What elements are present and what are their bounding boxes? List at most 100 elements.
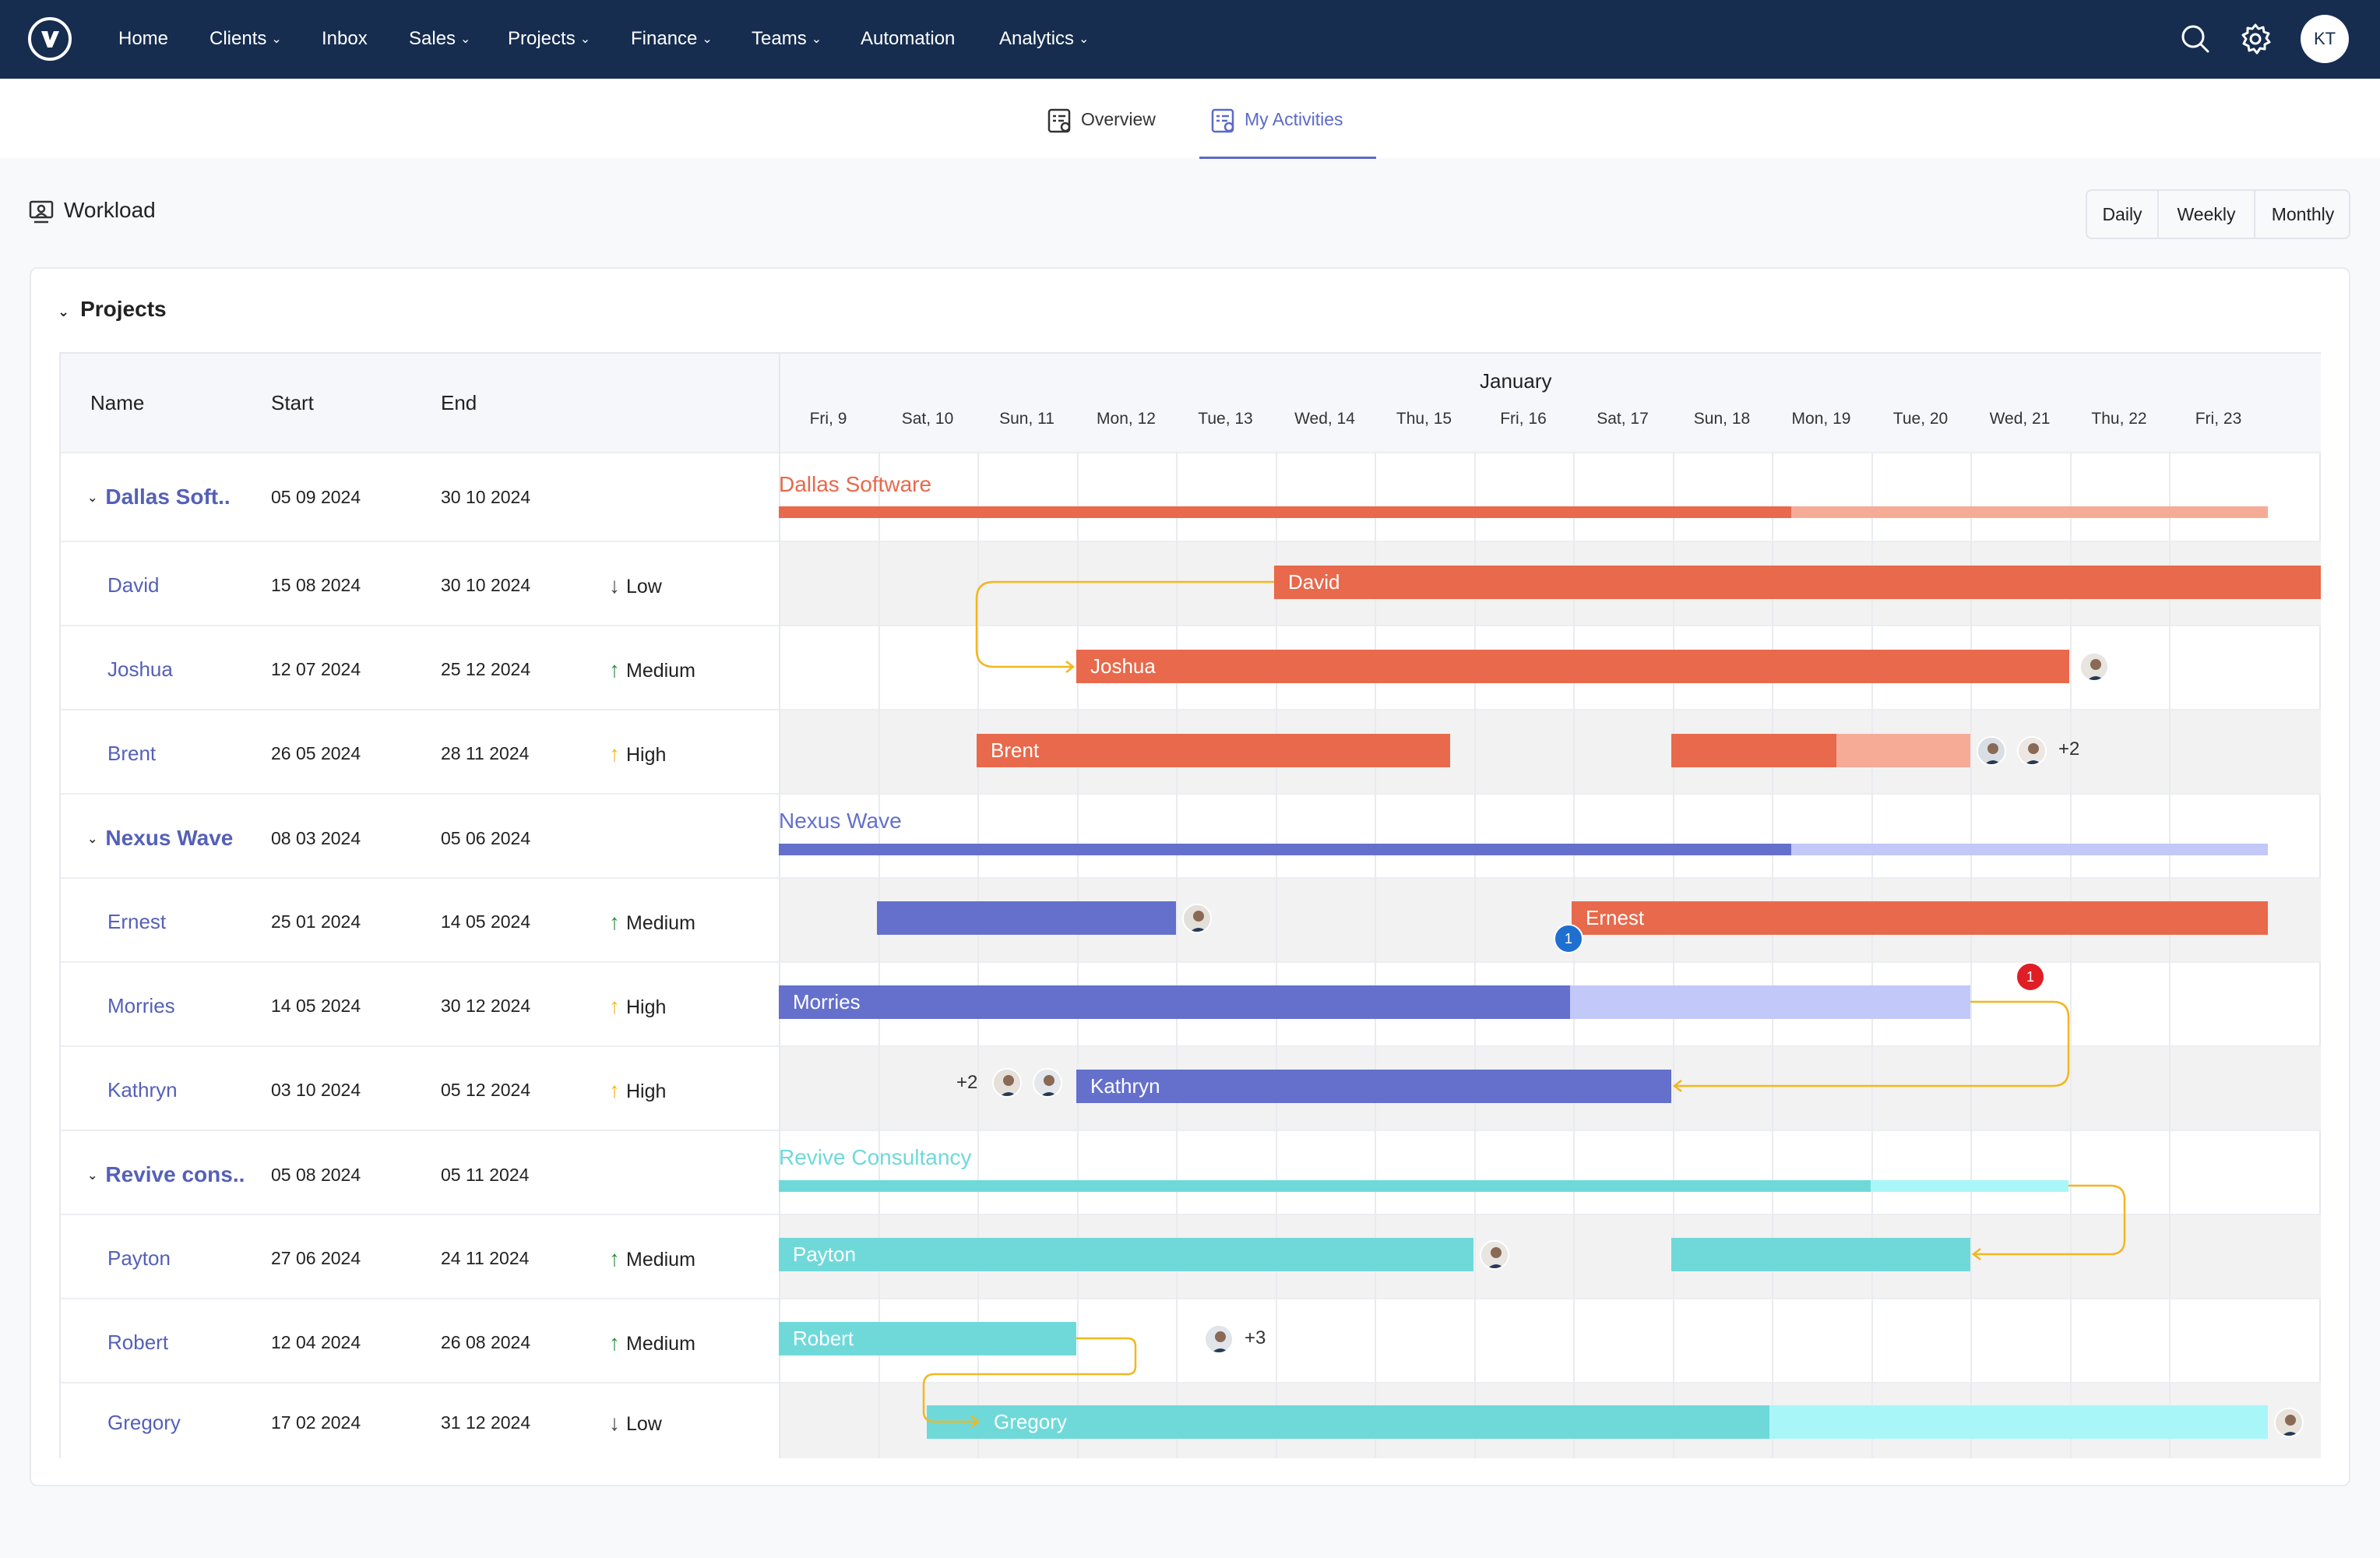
gear-icon[interactable]: [2238, 22, 2273, 56]
view-daily-button[interactable]: Daily: [2102, 204, 2142, 224]
assignee-name[interactable]: Morries: [107, 994, 175, 1017]
column-header-end[interactable]: End: [441, 391, 477, 414]
avatar[interactable]: [1977, 736, 2006, 766]
nav-sales[interactable]: Sales ⌄: [409, 25, 470, 53]
day-gridline: [1672, 452, 1674, 1458]
task-bar-brent-remaining[interactable]: [1836, 734, 1970, 767]
task-bar-ernest[interactable]: Ernest: [1572, 901, 2268, 935]
task-bar-brent-2[interactable]: [1671, 734, 1836, 767]
task-bar-robert[interactable]: Robert: [779, 1322, 1076, 1355]
avatar[interactable]: [1204, 1324, 1234, 1354]
task-bar-kathryn[interactable]: Kathryn: [1076, 1070, 1671, 1103]
assignee-name[interactable]: Kathryn: [107, 1078, 178, 1102]
task-bar-payton-2[interactable]: [1671, 1238, 1970, 1271]
assignee-name[interactable]: Payton: [107, 1246, 171, 1270]
day-gridline: [1970, 452, 1972, 1458]
priority-text: Low: [626, 576, 662, 597]
column-header-name[interactable]: Name: [90, 391, 145, 414]
nav-analytics[interactable]: Analytics ⌄: [999, 25, 1089, 53]
assignee-name[interactable]: Brent: [107, 742, 157, 765]
notification-badge[interactable]: 1: [2016, 962, 2045, 992]
end-date: 30 12 2024: [441, 996, 531, 1016]
table-row[interactable]: Morries 14 05 2024 30 12 2024 ↑ High: [61, 961, 2321, 1045]
column-header-start[interactable]: Start: [271, 391, 314, 414]
table-row[interactable]: Robert 12 04 2024 26 08 2024 ↑ Medium: [61, 1298, 2321, 1382]
priority-text: Medium: [626, 912, 695, 934]
task-bar-gregory[interactable]: Gregory: [927, 1405, 1769, 1439]
avatar[interactable]: [2274, 1408, 2304, 1437]
divider: [779, 354, 780, 1458]
task-bar-morries-remaining[interactable]: [1570, 985, 1970, 1019]
task-bar-brent[interactable]: Brent: [977, 734, 1450, 767]
nav-inbox[interactable]: Inbox: [322, 25, 368, 53]
notification-badge[interactable]: 1: [1554, 924, 1583, 953]
task-bar-david[interactable]: David: [1274, 566, 2321, 599]
table-row-group[interactable]: ⌄ Dallas Soft.. 05 09 2024 30 10 2024: [61, 452, 2321, 541]
priority-label: ↑ Medium: [606, 1331, 695, 1355]
task-bar-morries[interactable]: Morries: [779, 985, 1570, 1019]
search-icon[interactable]: [2178, 22, 2213, 56]
logo-icon[interactable]: [28, 17, 72, 61]
group-name[interactable]: ⌄ Dallas Soft..: [87, 485, 231, 509]
day-gridline: [1176, 452, 1178, 1458]
activities-icon: [1211, 108, 1234, 133]
avatar[interactable]: [992, 1068, 1022, 1098]
task-bar-ernest-1[interactable]: [877, 901, 1176, 935]
day-label: Thu, 22: [2091, 410, 2147, 428]
day-label: Fri, 9: [809, 410, 847, 428]
priority-label: ↑ Medium: [606, 910, 695, 935]
avatar[interactable]: [2017, 736, 2047, 766]
nav-label: Home: [118, 28, 169, 49]
tab-my-activities[interactable]: My Activities: [1210, 102, 1343, 136]
start-date: 12 04 2024: [271, 1332, 361, 1352]
projects-section-toggle[interactable]: ⌄ Projects: [58, 297, 167, 322]
nav-finance[interactable]: Finance ⌄: [631, 25, 713, 53]
tab-overview[interactable]: Overview: [1047, 102, 1156, 136]
avatar[interactable]: [1033, 1068, 1062, 1098]
nav-home[interactable]: Home: [118, 25, 168, 53]
nav-projects[interactable]: Projects ⌄: [508, 25, 590, 53]
view-monthly-button[interactable]: Monthly: [2271, 204, 2335, 224]
user-avatar[interactable]: KT: [2301, 15, 2349, 63]
end-date: 25 12 2024: [441, 659, 531, 679]
arrow-down-icon: ↓: [609, 573, 620, 597]
chevron-down-icon: ⌄: [87, 492, 98, 505]
avatar[interactable]: [1182, 904, 1212, 933]
table-row-group[interactable]: ⌄ Revive cons.. 05 08 2024 05 11 2024: [61, 1130, 2321, 1214]
assignee-name[interactable]: Ernest: [107, 910, 167, 933]
end-date: 28 11 2024: [441, 743, 530, 763]
view-weekly-button[interactable]: Weekly: [2177, 204, 2236, 224]
nav-clients[interactable]: Clients ⌄: [209, 25, 282, 53]
avatar[interactable]: [2079, 652, 2109, 682]
overview-icon: [1047, 108, 1071, 133]
nav-automation[interactable]: Automation: [861, 25, 955, 53]
row-left: Kathryn 03 10 2024 05 12 2024 ↑ High: [61, 1047, 779, 1130]
group-progress-bar: [779, 1180, 1871, 1192]
assignee-name[interactable]: Robert: [107, 1331, 169, 1354]
group-name[interactable]: ⌄ Revive cons..: [87, 1162, 245, 1187]
assignee-name[interactable]: Joshua: [107, 657, 173, 681]
task-bar-gregory-remaining[interactable]: [1769, 1405, 2268, 1439]
assignee-name[interactable]: Gregory: [107, 1411, 181, 1434]
table-row[interactable]: Joshua 12 07 2024 25 12 2024 ↑ Medium: [61, 625, 2321, 709]
end-date: 14 05 2024: [441, 911, 531, 932]
avatar[interactable]: [1480, 1240, 1509, 1270]
chevron-down-icon: ⌄: [271, 33, 282, 46]
group-timeline-title: Dallas Software: [779, 472, 932, 496]
view-switcher: Daily Weekly Monthly: [2086, 189, 2350, 239]
group-name[interactable]: ⌄ Nexus Wave: [87, 826, 233, 851]
arrow-up-icon: ↑: [609, 910, 620, 934]
workload-title: Workload: [64, 198, 156, 222]
day-gridline: [1573, 452, 1575, 1458]
tab-label: Overview: [1081, 109, 1156, 129]
divider: [2254, 191, 2255, 238]
task-bar-payton[interactable]: Payton: [779, 1238, 1473, 1271]
end-date: 05 06 2024: [441, 828, 531, 848]
row-left: Robert 12 04 2024 26 08 2024 ↑ Medium: [61, 1299, 779, 1382]
day-gridline: [1772, 452, 1773, 1458]
nav-teams[interactable]: Teams ⌄: [752, 25, 822, 53]
assignee-name[interactable]: David: [107, 573, 160, 597]
table-row-group[interactable]: ⌄ Nexus Wave 08 03 2024 05 06 2024: [61, 793, 2321, 877]
task-bar-joshua[interactable]: Joshua: [1076, 650, 2069, 683]
start-date: 17 02 2024: [271, 1412, 361, 1433]
